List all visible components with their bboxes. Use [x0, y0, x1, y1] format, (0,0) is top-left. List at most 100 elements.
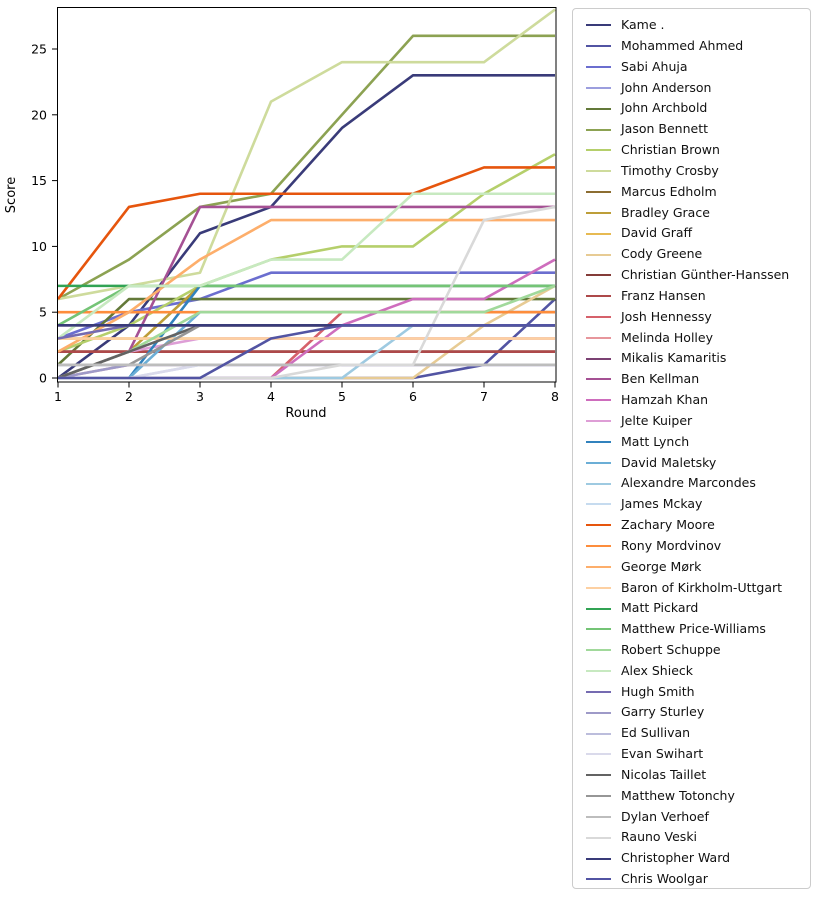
series-line: [57, 284, 556, 380]
legend-item: Hamzah Khan: [586, 390, 810, 411]
legend-swatch: [586, 795, 611, 798]
legend-label: Chris Woolgar: [621, 871, 708, 887]
legend-label: Ben Kellman: [621, 371, 700, 387]
legend-item: Timothy Crosby: [586, 161, 810, 182]
x-tick-label: 2: [125, 389, 133, 404]
legend-label: Rony Mordvinov: [621, 537, 722, 553]
legend-item: Ed Sullivan: [586, 723, 810, 744]
y-tick-label: 15: [31, 173, 47, 188]
legend-label: Kame .: [621, 17, 665, 33]
legend-swatch: [586, 711, 611, 714]
legend-swatch: [586, 170, 611, 173]
legend-label: Hugh Smith: [621, 683, 695, 699]
legend-label: Melinda Holley: [621, 329, 713, 345]
legend-label: Mikalis Kamaritis: [621, 350, 727, 366]
legend-item: Alex Shieck: [586, 661, 810, 682]
legend-swatch: [586, 399, 611, 402]
legend-item: David Graff: [586, 223, 810, 244]
legend-swatch: [586, 545, 611, 548]
legend-label: Matthew Price-Williams: [621, 621, 766, 637]
line-chart: 1 2 3 4 5 6 7 8 0 5 10 15 20 25 Round Score: [4, 7, 559, 421]
legend: Kame . Mohammed Ahmed Sabi Ahuja John Ander…: [572, 8, 811, 889]
legend-item: Mikalis Kamaritis: [586, 348, 810, 369]
legend-swatch: [586, 295, 611, 298]
legend-item: Christian Brown: [586, 140, 810, 161]
legend-label: Jason Bennett: [621, 121, 709, 137]
legend-item: Nicolas Taillet: [586, 765, 810, 786]
legend-swatch: [586, 24, 611, 27]
legend-item: Hugh Smith: [586, 682, 810, 703]
legend-swatch: [586, 815, 611, 818]
legend-swatch: [586, 86, 611, 89]
series-group: [57, 8, 556, 380]
legend-swatch: [586, 753, 611, 756]
series-line: [57, 205, 555, 380]
legend-item: James Mckay: [586, 494, 810, 515]
series-line: [58, 324, 555, 380]
legend-label: Matt Lynch: [621, 433, 690, 449]
y-tick-label: 10: [31, 239, 47, 254]
legend-label: Franz Hansen: [621, 287, 706, 303]
legend-label: Christopher Ward: [621, 850, 731, 866]
y-axis-label: Score: [4, 177, 19, 213]
legend-swatch: [586, 45, 611, 48]
legend-swatch: [586, 336, 611, 339]
legend-item: Chris Woolgar: [586, 869, 810, 888]
legend-item: Christian Günther-Hanssen: [586, 265, 810, 286]
legend-item: Jelte Kuiper: [586, 411, 810, 432]
legend-swatch: [586, 690, 611, 693]
legend-item: John Anderson: [586, 77, 810, 98]
y-tick-label: 5: [39, 305, 47, 320]
legend-item: Matthew Totonchy: [586, 786, 810, 807]
legend-label: Evan Swihart: [621, 746, 704, 762]
series-line: [57, 192, 555, 340]
legend-item: Christopher Ward: [586, 848, 810, 869]
legend-swatch: [586, 857, 611, 860]
legend-item: Baron of Kirkholm-Uttgart: [586, 577, 810, 598]
series-line: [57, 166, 555, 300]
legend-swatch: [586, 628, 611, 631]
series-line: [57, 153, 556, 353]
legend-swatch: [586, 461, 611, 464]
legend-swatch: [586, 482, 611, 485]
legend-item: Melinda Holley: [586, 327, 810, 348]
legend-swatch: [586, 524, 611, 527]
legend-item: John Archbold: [586, 98, 810, 119]
legend-label: Alex Shieck: [621, 662, 693, 678]
legend-item: Matt Pickard: [586, 598, 810, 619]
legend-item: Mohammed Ahmed: [586, 36, 810, 57]
x-tick-label: 4: [267, 389, 275, 404]
legend-label: Nicolas Taillet: [621, 766, 707, 782]
legend-item: Matt Lynch: [586, 432, 810, 453]
legend-item: Garry Sturley: [586, 702, 810, 723]
legend-label: David Graff: [621, 225, 693, 241]
legend-item: Matthew Price-Williams: [586, 619, 810, 640]
legend-item: Alexandre Marcondes: [586, 473, 810, 494]
legend-label: Marcus Edholm: [621, 183, 717, 199]
legend-swatch: [586, 274, 611, 277]
legend-label: George Mørk: [621, 558, 702, 574]
legend-item: Evan Swihart: [586, 744, 810, 765]
legend-item: Josh Hennessy: [586, 307, 810, 328]
y-tick-label: 25: [31, 42, 47, 57]
legend-label: Josh Hennessy: [621, 308, 712, 324]
legend-item: Bradley Grace: [586, 202, 810, 223]
legend-item: Rauno Veski: [586, 827, 810, 848]
legend-label: Christian Brown: [621, 142, 720, 158]
legend-item: Sabi Ahuja: [586, 57, 810, 78]
legend-label: James Mckay: [621, 496, 703, 512]
legend-label: John Archbold: [621, 100, 708, 116]
legend-swatch: [586, 586, 611, 589]
plot-border: [57, 7, 557, 383]
legend-item: Zachary Moore: [586, 515, 810, 536]
legend-swatch: [586, 732, 611, 735]
x-tick-label: 7: [480, 389, 488, 404]
legend-item: David Maletsky: [586, 452, 810, 473]
legend-swatch: [586, 357, 611, 360]
legend-label: Cody Greene: [621, 246, 703, 262]
legend-swatch: [586, 253, 611, 256]
legend-item: George Mørk: [586, 557, 810, 578]
legend-label: Mohammed Ahmed: [621, 37, 744, 53]
legend-swatch: [586, 836, 611, 839]
